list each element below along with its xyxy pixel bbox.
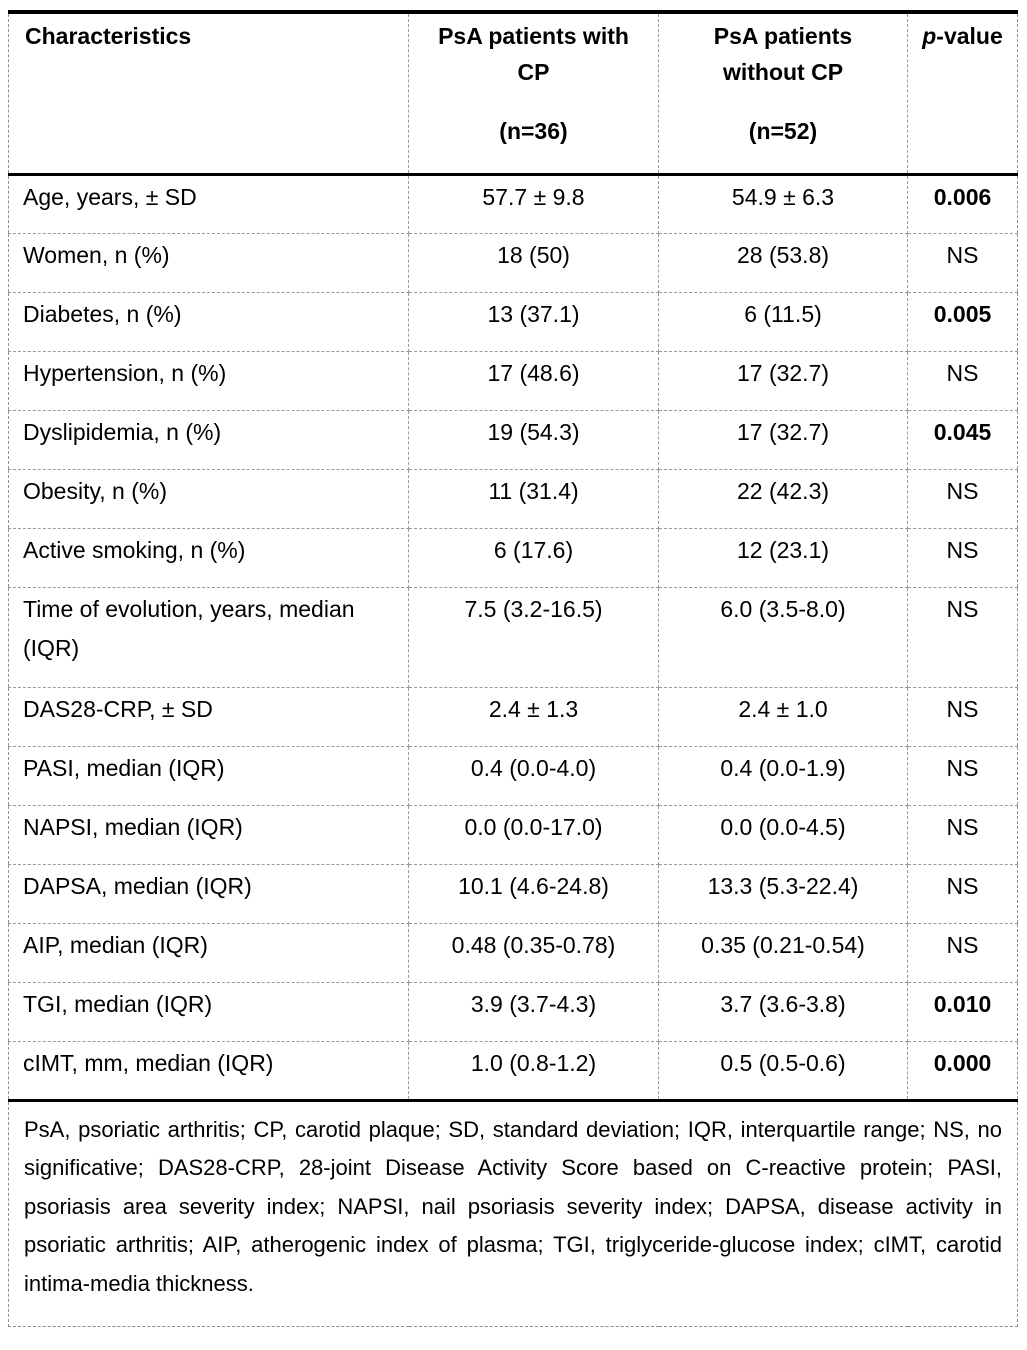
table-row-time-of-evolution: Time of evolution, years, median (IQR) 7… [8,587,1018,688]
characteristic-label: Diabetes, n (%) [8,292,409,352]
characteristic-label: Women, n (%) [8,233,409,293]
p-value-cell: 0.005 [907,292,1018,352]
p-value-cell: NS [907,351,1018,411]
value-without-cp: 2.4 ± 1.0 [658,687,908,747]
table-row-pasi: PASI, median (IQR) 0.4 (0.0-4.0) 0.4 (0.… [8,746,1018,806]
table-row-dapsa: DAPSA, median (IQR) 10.1 (4.6-24.8) 13.3… [8,864,1018,924]
value-with-cp: 6 (17.6) [408,528,659,588]
value-with-cp: 57.7 ± 9.8 [408,174,659,234]
characteristic-label: DAPSA, median (IQR) [8,864,409,924]
header-characteristics-label: Characteristics [25,23,192,49]
p-value-cell: NS [907,469,1018,529]
table-row-age: Age, years, ± SD 57.7 ± 9.8 54.9 ± 6.3 0… [8,174,1018,234]
value-without-cp: 0.35 (0.21-0.54) [658,923,908,983]
value-without-cp: 6.0 (3.5-8.0) [658,587,908,688]
p-value-cell: NS [907,805,1018,865]
characteristic-label: DAS28-CRP, ± SD [8,687,409,747]
p-value-rest: -value [936,23,1003,49]
characteristics-table: Characteristics PsA patients with CP (n=… [8,10,1018,1327]
table-header: Characteristics PsA patients with CP (n=… [8,12,1018,176]
table-footer: PsA, psoriatic arthritis; CP, carotid pl… [8,1100,1018,1326]
table-row-aip: AIP, median (IQR) 0.48 (0.35-0.78) 0.35 … [8,923,1018,983]
table-row-women: Women, n (%) 18 (50) 28 (53.8) NS [8,233,1018,293]
p-value-cell: 0.000 [907,1041,1018,1102]
characteristic-label: Obesity, n (%) [8,469,409,529]
header-with-cp-title: PsA patients with CP [438,23,629,85]
footnote-row: PsA, psoriatic arthritis; CP, carotid pl… [8,1100,1018,1326]
table-row-obesity: Obesity, n (%) 11 (31.4) 22 (42.3) NS [8,469,1018,529]
value-with-cp: 1.0 (0.8-1.2) [408,1041,659,1102]
table-row-cimt: cIMT, mm, median (IQR) 1.0 (0.8-1.2) 0.5… [8,1041,1018,1102]
characteristic-label: TGI, median (IQR) [8,982,409,1042]
p-value-cell: NS [907,233,1018,293]
p-value-cell: 0.006 [907,174,1018,234]
value-with-cp: 13 (37.1) [408,292,659,352]
table-row-active-smoking: Active smoking, n (%) 6 (17.6) 12 (23.1)… [8,528,1018,588]
table-row-tgi: TGI, median (IQR) 3.9 (3.7-4.3) 3.7 (3.6… [8,982,1018,1042]
header-with-cp-n: (n=36) [499,118,568,145]
value-with-cp: 3.9 (3.7-4.3) [408,982,659,1042]
table-row-napsi: NAPSI, median (IQR) 0.0 (0.0-17.0) 0.0 (… [8,805,1018,865]
value-with-cp: 19 (54.3) [408,410,659,470]
p-value-cell: NS [907,528,1018,588]
value-with-cp: 18 (50) [408,233,659,293]
table-row-hypertension: Hypertension, n (%) 17 (48.6) 17 (32.7) … [8,351,1018,411]
value-with-cp: 0.4 (0.0-4.0) [408,746,659,806]
p-value-italic-p: p [922,23,937,49]
p-value-cell: NS [907,587,1018,688]
value-with-cp: 0.0 (0.0-17.0) [408,805,659,865]
header-row: Characteristics PsA patients with CP (n=… [8,12,1018,176]
value-without-cp: 28 (53.8) [658,233,908,293]
header-characteristics: Characteristics [8,12,409,176]
characteristic-label: Hypertension, n (%) [8,351,409,411]
value-without-cp: 0.4 (0.0-1.9) [658,746,908,806]
value-with-cp: 7.5 (3.2-16.5) [408,587,659,688]
value-without-cp: 22 (42.3) [658,469,908,529]
characteristic-label: AIP, median (IQR) [8,923,409,983]
value-with-cp: 11 (31.4) [408,469,659,529]
p-value-cell: 0.045 [907,410,1018,470]
value-without-cp: 54.9 ± 6.3 [658,174,908,234]
p-value-cell: NS [907,864,1018,924]
p-value-cell: NS [907,746,1018,806]
abbreviations-footnote: PsA, psoriatic arthritis; CP, carotid pl… [8,1100,1018,1326]
header-without-cp: PsA patients without CP (n=52) [658,12,908,176]
characteristic-label: Age, years, ± SD [8,174,409,234]
value-with-cp: 10.1 (4.6-24.8) [408,864,659,924]
value-with-cp: 0.48 (0.35-0.78) [408,923,659,983]
header-p-value: p-value [907,12,1018,176]
table-row-diabetes: Diabetes, n (%) 13 (37.1) 6 (11.5) 0.005 [8,292,1018,352]
characteristic-label: cIMT, mm, median (IQR) [8,1041,409,1102]
characteristic-label: NAPSI, median (IQR) [8,805,409,865]
p-value-cell: NS [907,923,1018,983]
table-row-dyslipidemia: Dyslipidemia, n (%) 19 (54.3) 17 (32.7) … [8,410,1018,470]
table-row-das28-crp: DAS28-CRP, ± SD 2.4 ± 1.3 2.4 ± 1.0 NS [8,687,1018,747]
p-value-cell: 0.010 [907,982,1018,1042]
p-value-cell: NS [907,687,1018,747]
value-with-cp: 2.4 ± 1.3 [408,687,659,747]
header-with-cp: PsA patients with CP (n=36) [408,12,659,176]
value-without-cp: 17 (32.7) [658,410,908,470]
header-without-cp-n: (n=52) [748,118,818,145]
value-without-cp: 0.5 (0.5-0.6) [658,1041,908,1102]
value-without-cp: 3.7 (3.6-3.8) [658,982,908,1042]
characteristic-label: PASI, median (IQR) [8,746,409,806]
value-without-cp: 12 (23.1) [658,528,908,588]
value-with-cp: 17 (48.6) [408,351,659,411]
value-without-cp: 17 (32.7) [658,351,908,411]
value-without-cp: 0.0 (0.0-4.5) [658,805,908,865]
characteristic-label: Dyslipidemia, n (%) [8,410,409,470]
characteristic-label: Active smoking, n (%) [8,528,409,588]
characteristic-label: Time of evolution, years, median (IQR) [8,587,409,688]
table-body: Age, years, ± SD 57.7 ± 9.8 54.9 ± 6.3 0… [8,174,1018,1102]
value-without-cp: 13.3 (5.3-22.4) [658,864,908,924]
header-without-cp-title: PsA patients without CP [713,23,853,85]
value-without-cp: 6 (11.5) [658,292,908,352]
